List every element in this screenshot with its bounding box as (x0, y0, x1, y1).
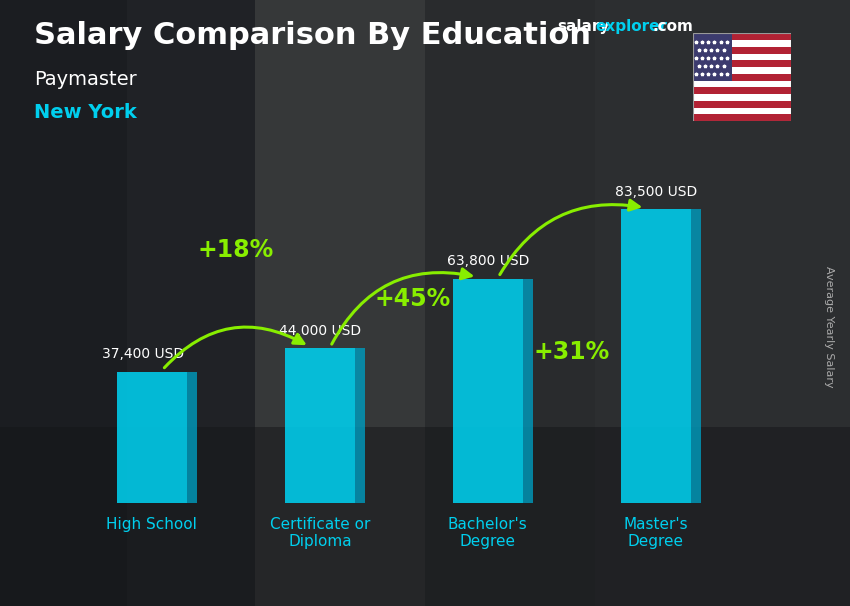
Polygon shape (523, 279, 533, 503)
Bar (693, 94, 791, 101)
Text: 37,400 USD: 37,400 USD (103, 347, 184, 361)
Polygon shape (355, 348, 366, 503)
Bar (693, 40, 791, 47)
Text: .com: .com (653, 19, 694, 35)
Bar (693, 101, 791, 108)
Bar (693, 115, 791, 121)
Bar (693, 47, 791, 53)
Text: 44,000 USD: 44,000 USD (279, 324, 361, 338)
Text: salary: salary (557, 19, 609, 35)
Text: +31%: +31% (534, 340, 610, 364)
Text: +45%: +45% (374, 287, 450, 311)
Text: Paymaster: Paymaster (34, 70, 137, 88)
Text: New York: New York (34, 103, 137, 122)
Bar (116, 371, 187, 503)
Bar (693, 33, 791, 40)
Bar (693, 87, 791, 94)
Text: Salary Comparison By Education: Salary Comparison By Education (34, 21, 591, 50)
Bar (285, 348, 355, 503)
Bar (452, 279, 523, 503)
Text: Average Yearly Salary: Average Yearly Salary (824, 267, 834, 388)
Bar (693, 61, 791, 67)
Bar (693, 67, 791, 74)
Bar (693, 108, 791, 115)
Text: 83,500 USD: 83,500 USD (615, 185, 697, 199)
Bar (693, 33, 732, 81)
Polygon shape (691, 210, 701, 503)
Bar (693, 81, 791, 87)
Text: 63,800 USD: 63,800 USD (446, 254, 529, 268)
Bar (693, 53, 791, 61)
Polygon shape (187, 371, 197, 503)
Bar (620, 210, 691, 503)
Text: explorer: explorer (595, 19, 667, 35)
Text: +18%: +18% (198, 238, 274, 262)
Bar (693, 74, 791, 81)
